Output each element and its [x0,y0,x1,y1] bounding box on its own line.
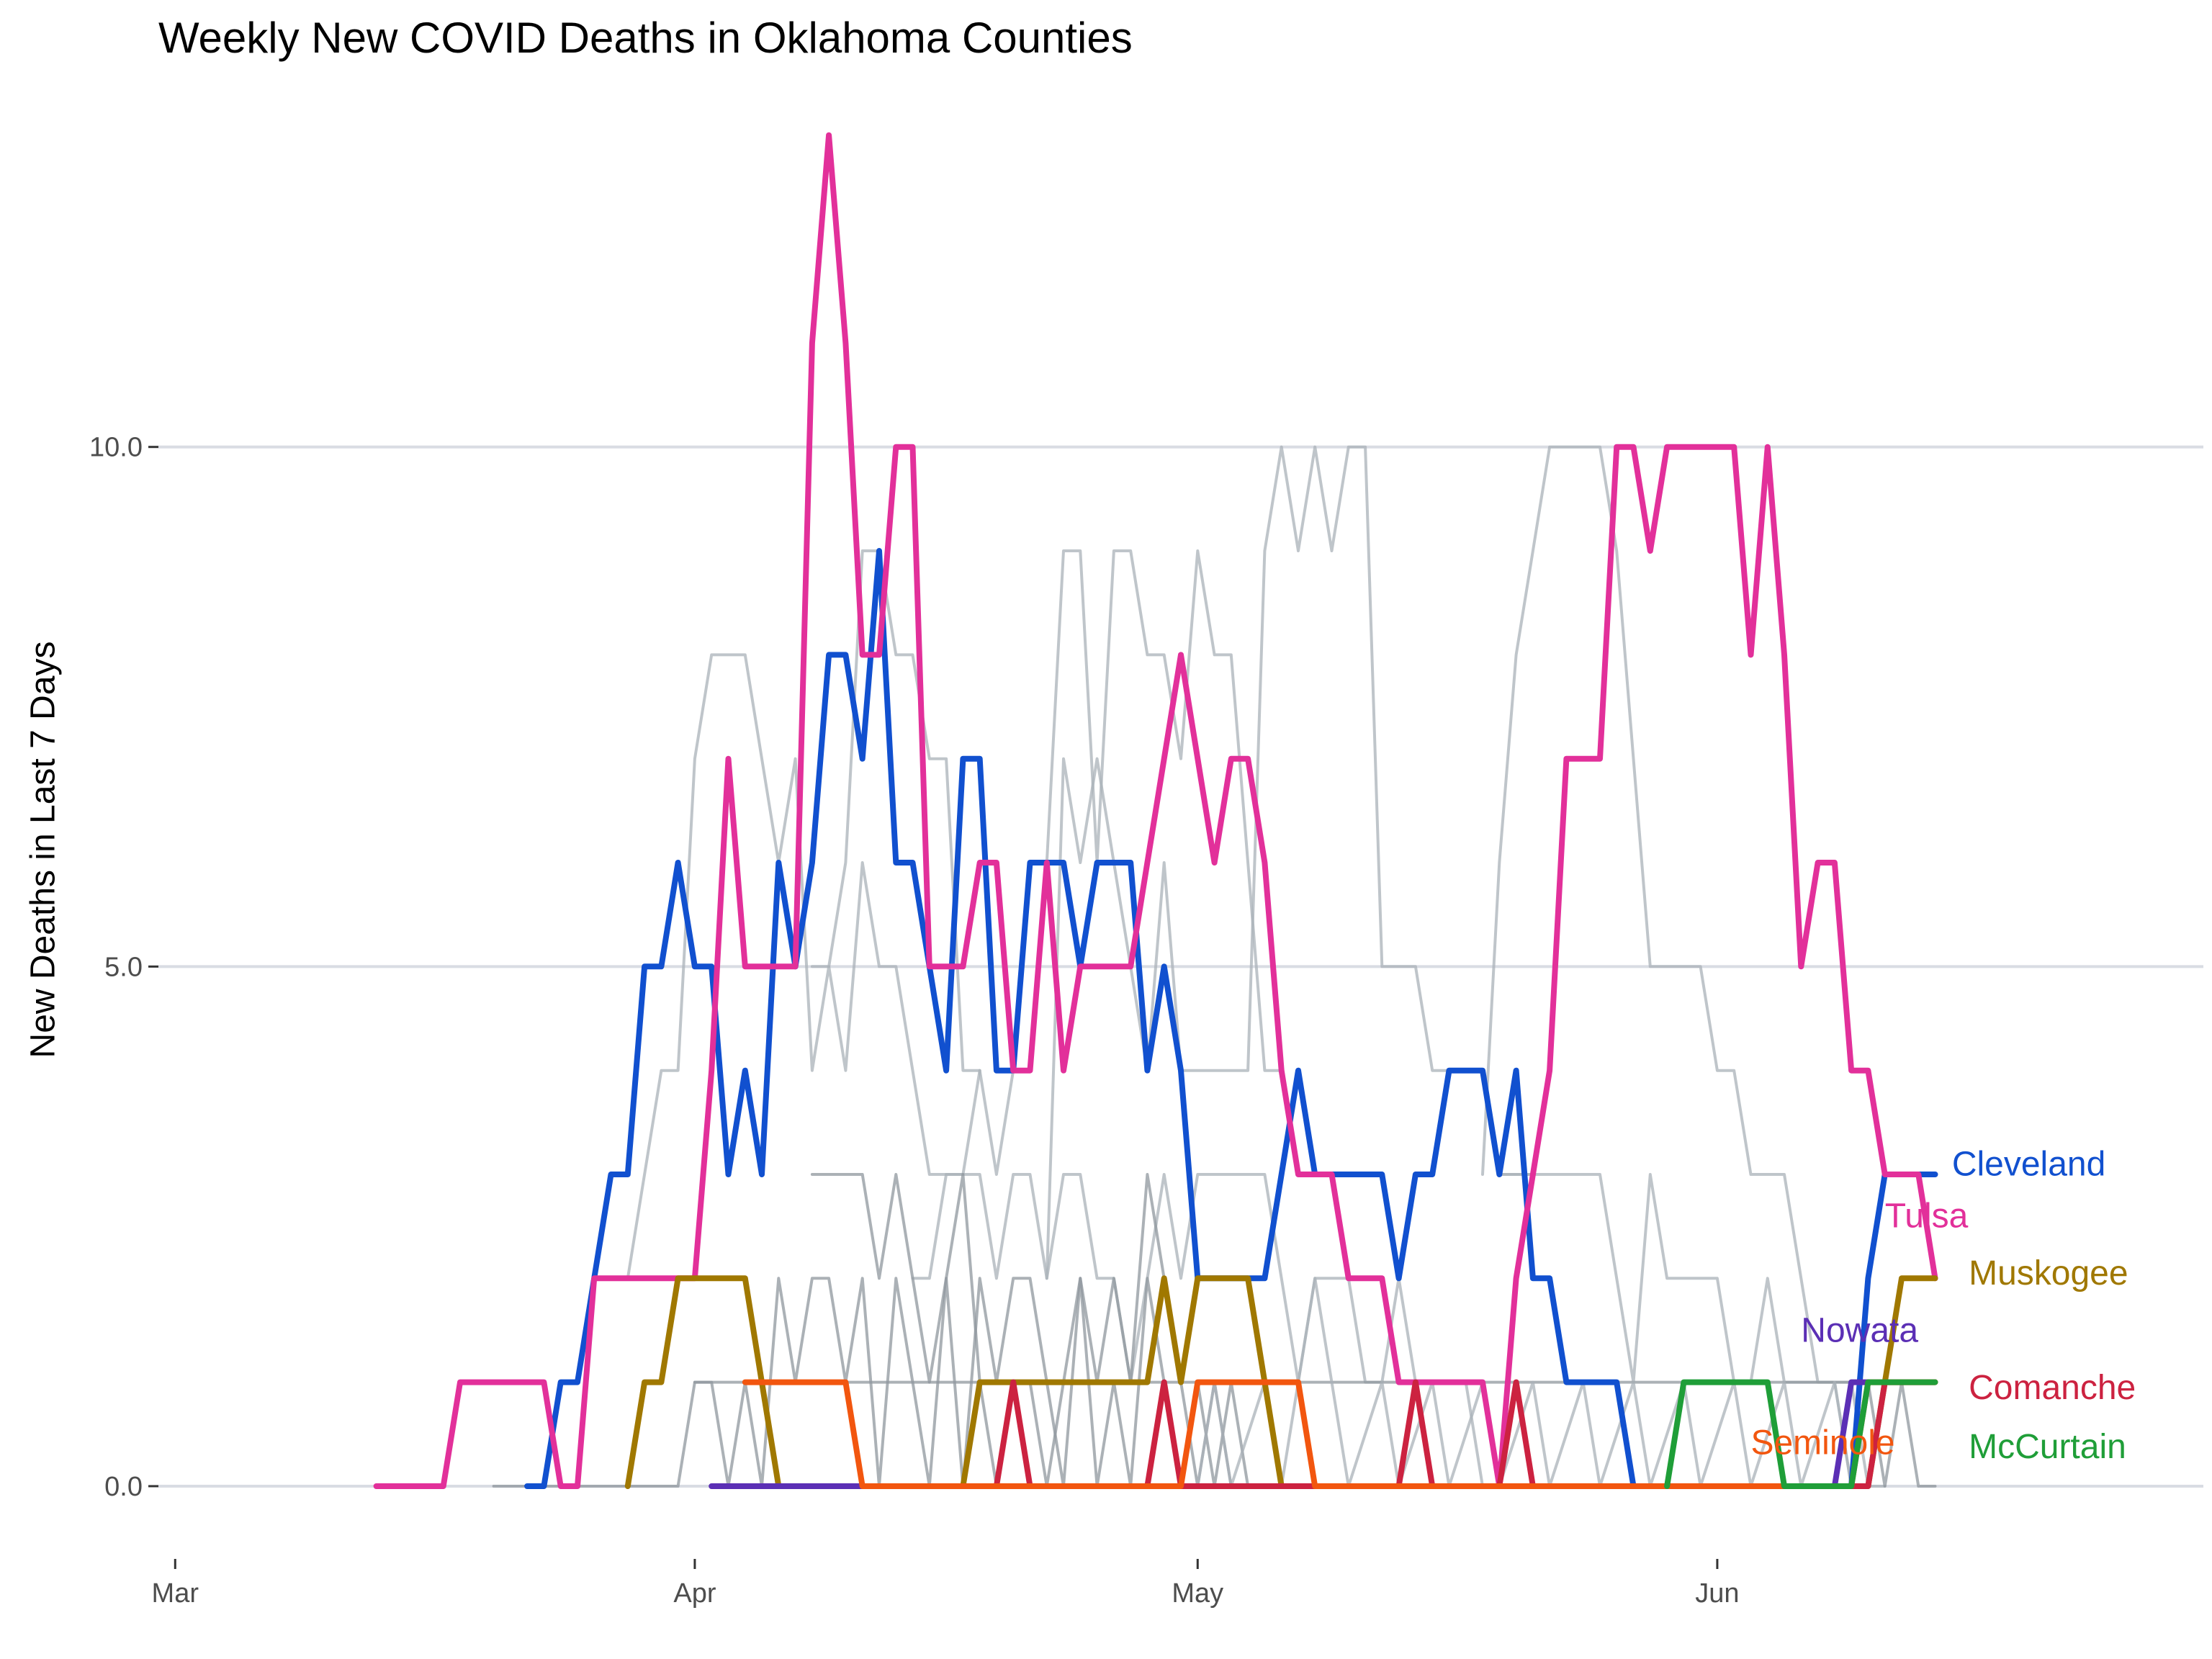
series-label-nowata: Nowata [1801,1311,1918,1349]
x-tick-label: Apr [673,1578,716,1609]
x-tick-label: Jun [1695,1578,1739,1609]
y-tick-label: 10.0 [89,433,143,463]
chart-title: Weekly New COVID Deaths in Oklahoma Coun… [158,14,1133,62]
axis-ticks: 0.0 5.0 10.0 Mar Apr May Jun [89,433,1740,1609]
series-label-seminole: Seminole [1750,1424,1894,1462]
series-label-comanche: Comanche [1969,1369,2136,1407]
series-line-tulsa [373,132,1938,1489]
series-line-mccurtain [1664,1379,1938,1489]
series-label-tulsa: Tulsa [1885,1197,1969,1236]
x-tick-label: Mar [152,1578,199,1609]
y-tick-label: 5.0 [104,952,143,982]
series-label-mccurtain: McCurtain [1969,1428,2126,1466]
series-label-cleveland: Cleveland [1952,1146,2105,1184]
highlighted-county-lines [373,132,1938,1489]
series-line-cleveland [524,548,1938,1489]
series-line-other-11 [911,1173,1501,1488]
x-tick-label: May [1172,1578,1223,1609]
y-tick-label: 0.0 [104,1472,143,1502]
series-label-muskogee: Muskogee [1969,1254,2128,1292]
